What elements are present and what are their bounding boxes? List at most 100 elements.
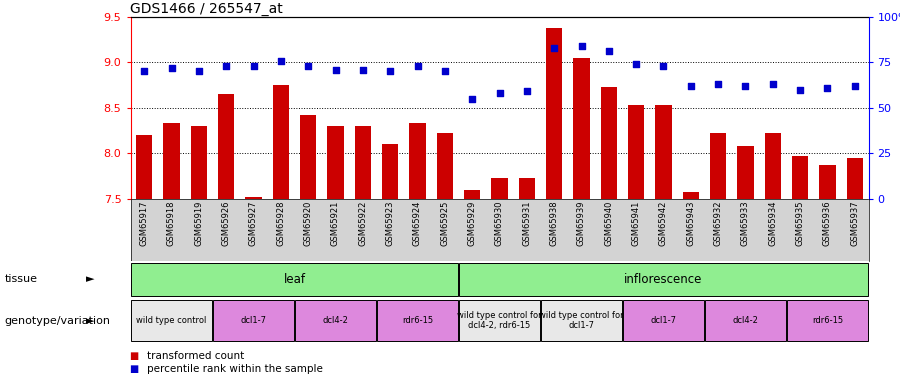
Point [328, 67, 343, 73]
Point [601, 48, 616, 54]
Point [219, 63, 233, 69]
Point [165, 65, 179, 71]
Bar [377, 300, 458, 341]
Bar [546, 28, 562, 199]
Bar [355, 126, 371, 199]
Bar [623, 300, 704, 341]
Text: ■: ■ [130, 351, 143, 361]
Text: wild type control for
dcl1-7: wild type control for dcl1-7 [539, 311, 624, 330]
Text: rdr6-15: rdr6-15 [402, 316, 433, 325]
Text: GSM65935: GSM65935 [796, 201, 805, 246]
Point [629, 61, 643, 67]
Text: GSM65942: GSM65942 [659, 201, 668, 246]
Text: GSM65934: GSM65934 [769, 201, 778, 246]
Bar [765, 133, 781, 199]
Text: GSM65918: GSM65918 [167, 201, 176, 246]
Text: percentile rank within the sample: percentile rank within the sample [147, 364, 322, 374]
Point [274, 57, 288, 63]
Bar [541, 300, 622, 341]
Text: ►: ► [86, 274, 94, 284]
Bar [213, 300, 294, 341]
Bar [136, 135, 152, 199]
Text: GSM65922: GSM65922 [358, 201, 367, 246]
Bar [328, 126, 344, 199]
Point [519, 88, 534, 94]
Bar [819, 165, 836, 199]
Text: GSM65936: GSM65936 [823, 201, 832, 246]
Text: inflorescence: inflorescence [625, 273, 703, 286]
Text: GSM65924: GSM65924 [413, 201, 422, 246]
Bar [218, 94, 234, 199]
Text: GSM65933: GSM65933 [741, 201, 750, 246]
Point [738, 83, 752, 89]
Bar [295, 300, 376, 341]
Bar [705, 300, 786, 341]
Point [410, 63, 425, 69]
Bar [600, 87, 617, 199]
Point [547, 45, 562, 51]
Text: GSM65927: GSM65927 [249, 201, 258, 246]
Text: GSM65943: GSM65943 [687, 201, 696, 246]
Text: genotype/variation: genotype/variation [4, 316, 111, 326]
Text: dcl1-7: dcl1-7 [240, 316, 266, 325]
Text: GSM65930: GSM65930 [495, 201, 504, 246]
Text: GSM65937: GSM65937 [850, 201, 860, 246]
Bar [459, 262, 868, 296]
Bar [191, 126, 207, 199]
Bar [246, 197, 262, 199]
Text: dcl4-2: dcl4-2 [322, 316, 348, 325]
Text: GSM65926: GSM65926 [221, 201, 230, 246]
Bar [710, 133, 726, 199]
Bar [300, 115, 317, 199]
Text: ■: ■ [130, 364, 143, 374]
Bar [518, 178, 535, 199]
Text: wild type control: wild type control [136, 316, 207, 325]
Bar [459, 300, 540, 341]
Bar [436, 133, 453, 199]
Bar [655, 105, 671, 199]
Text: dcl4-2: dcl4-2 [733, 316, 759, 325]
Bar [131, 262, 458, 296]
Point [848, 83, 862, 89]
Bar [410, 123, 426, 199]
Bar [464, 190, 481, 199]
Bar [847, 158, 863, 199]
Text: GDS1466 / 265547_at: GDS1466 / 265547_at [130, 2, 284, 16]
Text: transformed count: transformed count [147, 351, 244, 361]
Point [192, 68, 206, 74]
Point [356, 67, 370, 73]
Point [656, 63, 670, 69]
Point [383, 68, 398, 74]
Point [820, 85, 834, 91]
Point [247, 63, 261, 69]
Point [684, 83, 698, 89]
Text: wild type control for
dcl4-2, rdr6-15: wild type control for dcl4-2, rdr6-15 [457, 311, 542, 330]
Point [711, 81, 725, 87]
Bar [792, 156, 808, 199]
Point [574, 43, 589, 49]
Text: GSM65923: GSM65923 [386, 201, 395, 246]
Bar [737, 146, 753, 199]
Text: leaf: leaf [284, 273, 305, 286]
Text: tissue: tissue [4, 274, 38, 284]
Text: GSM65940: GSM65940 [604, 201, 613, 246]
Point [301, 63, 315, 69]
Point [465, 96, 480, 102]
Text: GSM65925: GSM65925 [440, 201, 449, 246]
Text: GSM65931: GSM65931 [522, 201, 531, 246]
Point [766, 81, 780, 87]
Bar [628, 105, 644, 199]
Text: GSM65932: GSM65932 [714, 201, 723, 246]
Bar [573, 58, 590, 199]
Point [137, 68, 151, 74]
Text: rdr6-15: rdr6-15 [812, 316, 843, 325]
Text: GSM65921: GSM65921 [331, 201, 340, 246]
Text: dcl1-7: dcl1-7 [651, 316, 677, 325]
Bar [131, 300, 212, 341]
Text: GSM65920: GSM65920 [303, 201, 312, 246]
Bar [382, 144, 399, 199]
Text: GSM65941: GSM65941 [632, 201, 641, 246]
Text: GSM65928: GSM65928 [276, 201, 285, 246]
Bar [273, 85, 289, 199]
Point [437, 68, 452, 74]
